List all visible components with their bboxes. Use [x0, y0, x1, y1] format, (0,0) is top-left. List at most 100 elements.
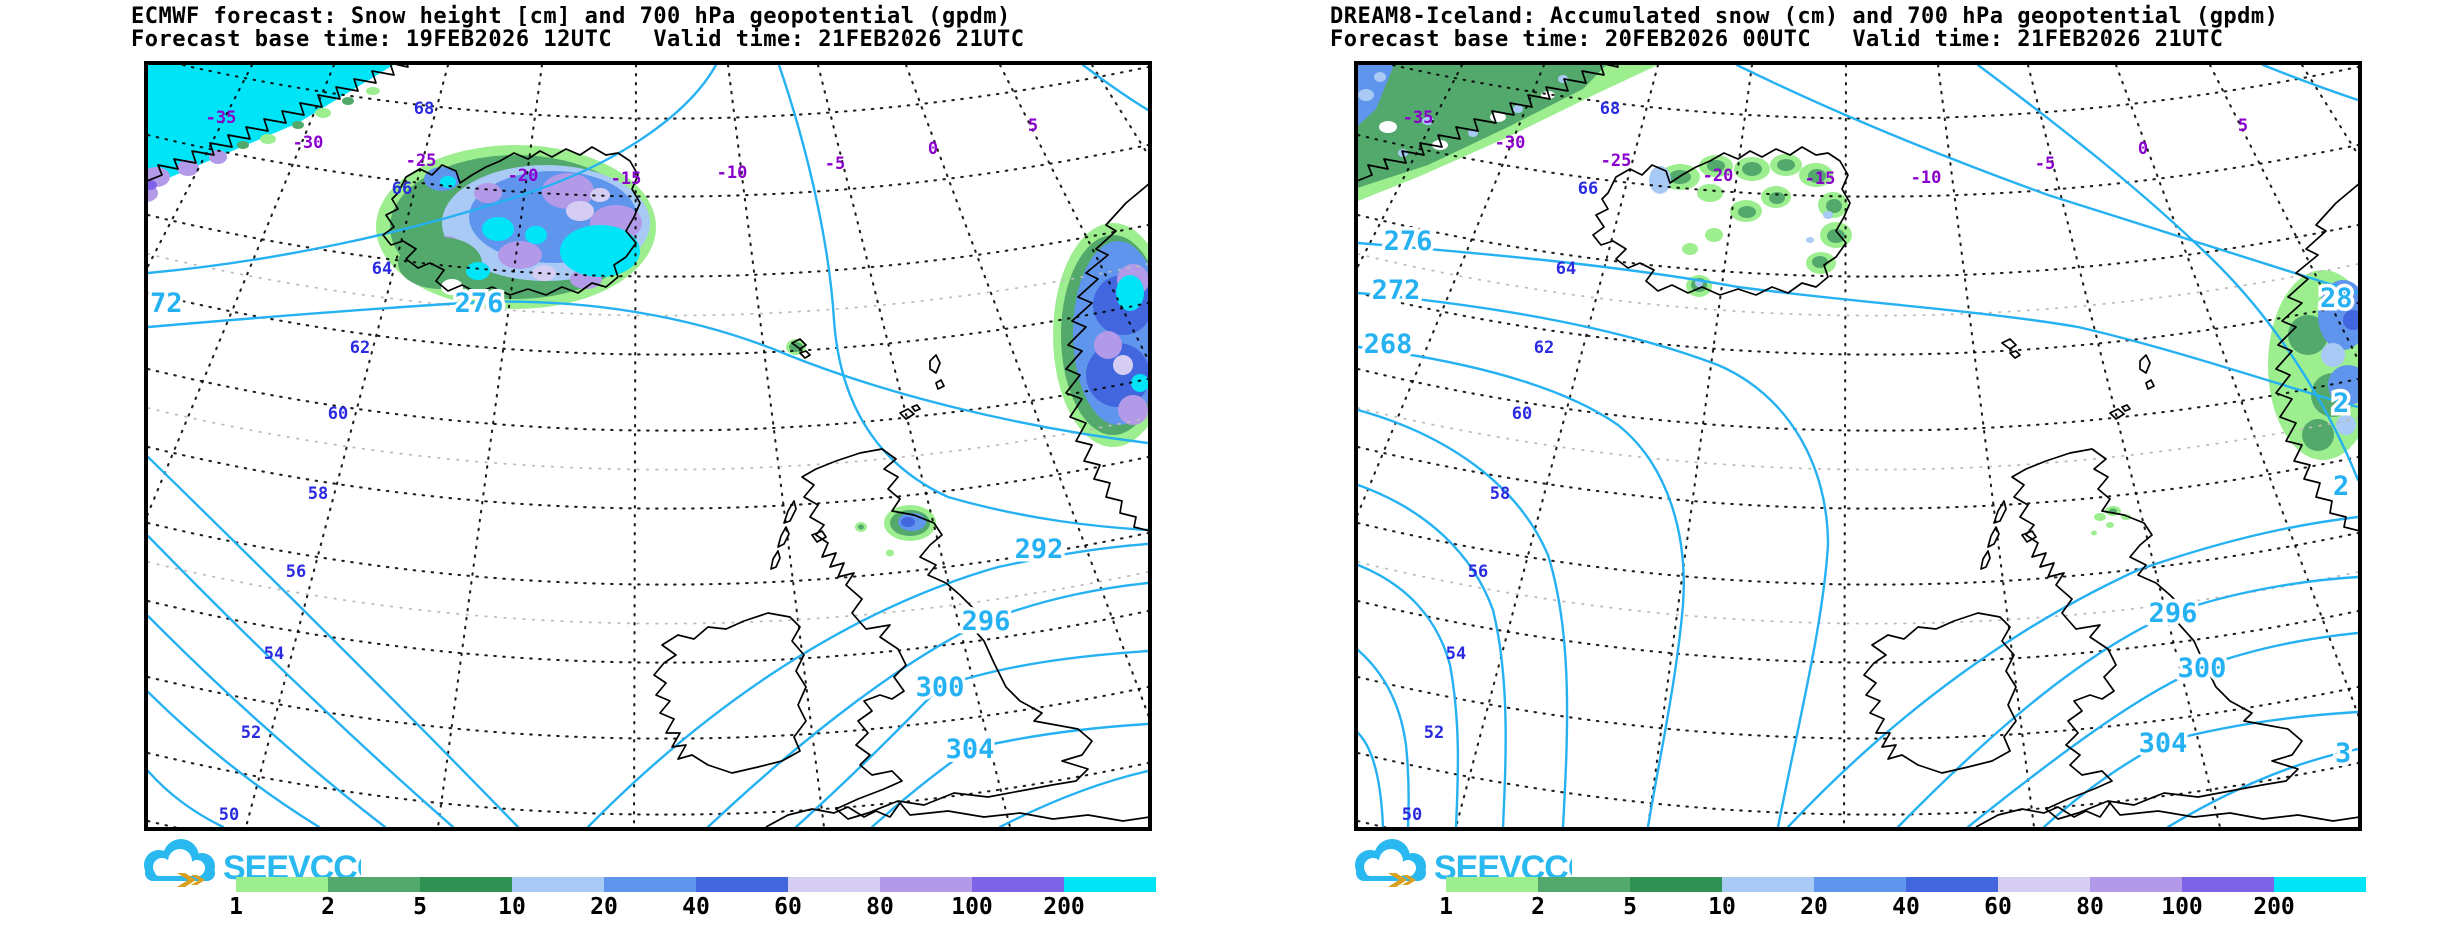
lat-label: 52 — [1424, 723, 1444, 743]
lat-label: 54 — [1446, 644, 1466, 664]
lon-label: 5 — [2238, 116, 2248, 136]
map-labels: 72 276 292 296 300 304 68 66 64 62 60 58… — [148, 99, 1067, 825]
lat-label: 54 — [264, 644, 284, 664]
contour-label: 276 — [455, 288, 504, 319]
contour-label: 3 — [2335, 738, 2351, 769]
contour-label: 296 — [2149, 598, 2198, 629]
contour-label: 28 — [2320, 283, 2353, 314]
legend-color-cell — [2274, 877, 2366, 892]
contour-label: 272 — [1372, 275, 1421, 306]
seevccc-cloud-icon — [1355, 839, 1426, 881]
panel-dream8: DREAM8-Iceland: Accumulated snow (cm) an… — [1224, 0, 2447, 925]
lat-label: 56 — [286, 562, 306, 582]
legend-color-cell — [1998, 877, 2090, 892]
lat-label: 64 — [372, 259, 392, 279]
legend-color-cell — [972, 877, 1064, 892]
legend-value-label: 100 — [951, 894, 993, 920]
snow-shading-norway — [1053, 223, 1148, 447]
lat-label: 66 — [392, 179, 412, 199]
legend-value-label: 200 — [1043, 894, 1085, 920]
legend-value-label: 60 — [1984, 894, 2012, 920]
lon-label: -10 — [717, 163, 748, 183]
legend-color-cell — [1630, 877, 1722, 892]
lon-label: -30 — [293, 133, 324, 153]
contour-label: 304 — [946, 734, 995, 765]
legend-color-cell — [696, 877, 788, 892]
map-labels: 276 272 268 296 300 304 28 2 2 3 68 66 6… — [1360, 99, 2356, 825]
snow-shading-greenland — [1358, 65, 1658, 201]
snow-shading-norway — [2268, 270, 2358, 460]
legend-color-cell — [1446, 877, 1538, 892]
legend-value-label: 5 — [413, 894, 427, 920]
legend-color-cell — [604, 877, 696, 892]
legend-value-label: 2 — [321, 894, 335, 920]
legend-value-label: 60 — [774, 894, 802, 920]
chart-title: DREAM8-Iceland: Accumulated snow (cm) an… — [1330, 4, 2279, 29]
lat-label: 60 — [1512, 404, 1532, 424]
contour-label: 304 — [2139, 728, 2188, 759]
snow-shading-greenland — [148, 65, 394, 202]
legend-color-cell — [1814, 877, 1906, 892]
lon-label: -5 — [825, 154, 845, 174]
lat-label: 68 — [1600, 99, 1620, 119]
lon-label: 5 — [1028, 116, 1038, 136]
contour-label: 268 — [1364, 329, 1413, 360]
contour-label: 300 — [916, 672, 965, 703]
legend-color-cell — [1906, 877, 1998, 892]
lon-label: -20 — [1703, 166, 1734, 186]
chart-title: ECMWF forecast: Snow height [cm] and 700… — [131, 4, 1011, 29]
map-dream8: 276 272 268 296 300 304 28 2 2 3 68 66 6… — [1354, 61, 2362, 831]
geopotential-contours — [148, 65, 1148, 827]
seevccc-logo: SEEVCCC — [1342, 835, 1593, 891]
legend-value-label: 80 — [866, 894, 894, 920]
lon-label: 0 — [928, 139, 938, 159]
lon-label: 0 — [2138, 139, 2148, 159]
lat-label: 52 — [241, 723, 261, 743]
legend-value-label: 1 — [229, 894, 243, 920]
legend-color-cell — [1064, 877, 1156, 892]
map-ecmwf: 72 276 292 296 300 304 68 66 64 62 60 58… — [144, 61, 1152, 831]
seevccc-cloud-icon — [144, 839, 215, 881]
legend-value-label: 40 — [1892, 894, 1920, 920]
lat-label: 62 — [350, 338, 370, 358]
chart-subtitle: Forecast base time: 19FEB2026 12UTC Vali… — [131, 27, 1025, 52]
lon-label: -25 — [1601, 151, 1632, 171]
contour-label: 292 — [1015, 534, 1064, 565]
lat-label: 58 — [308, 484, 328, 504]
legend-value-label: 40 — [682, 894, 710, 920]
legend-color-cell — [1538, 877, 1630, 892]
snow-legend: 1 2 5 10 20 40 60 80 100 200 — [1439, 877, 2366, 920]
snow-shading-iceland — [1649, 154, 1852, 297]
lat-label: 50 — [1402, 805, 1422, 825]
contour-label: 276 — [1384, 226, 1433, 257]
legend-value-label: 1 — [1439, 894, 1453, 920]
snow-shading-scotland — [2091, 506, 2131, 536]
legend-value-label: 10 — [498, 894, 526, 920]
snow-legend: 1 2 5 10 20 40 60 80 100 200 — [229, 877, 1156, 920]
contour-label: 300 — [2178, 653, 2227, 684]
legend-color-cell — [1722, 877, 1814, 892]
snow-shading-iceland — [376, 145, 656, 309]
lon-label: -5 — [2035, 154, 2055, 174]
lat-label: 50 — [219, 805, 239, 825]
lon-label: -20 — [508, 166, 539, 186]
lon-label: -30 — [1495, 133, 1526, 153]
contour-label: 296 — [962, 606, 1011, 637]
lat-label: 62 — [1534, 338, 1554, 358]
contour-label: 72 — [150, 288, 183, 319]
legend-color-cell — [788, 877, 880, 892]
legend-color-cell — [2182, 877, 2274, 892]
seevccc-arrow-icon — [1388, 873, 1416, 887]
legend-value-label: 20 — [1800, 894, 1828, 920]
legend-color-cell — [512, 877, 604, 892]
contour-label: 2 — [2333, 388, 2349, 419]
legend-value-label: 10 — [1708, 894, 1736, 920]
map-svg-dream8: 276 272 268 296 300 304 28 2 2 3 68 66 6… — [1358, 65, 2358, 827]
legend-color-cell — [328, 877, 420, 892]
geopotential-contours — [1358, 65, 2358, 827]
lon-label: -25 — [406, 151, 437, 171]
map-svg-ecmwf: 72 276 292 296 300 304 68 66 64 62 60 58… — [148, 65, 1148, 827]
lat-label: 68 — [414, 99, 434, 119]
legend-value-label: 20 — [590, 894, 618, 920]
